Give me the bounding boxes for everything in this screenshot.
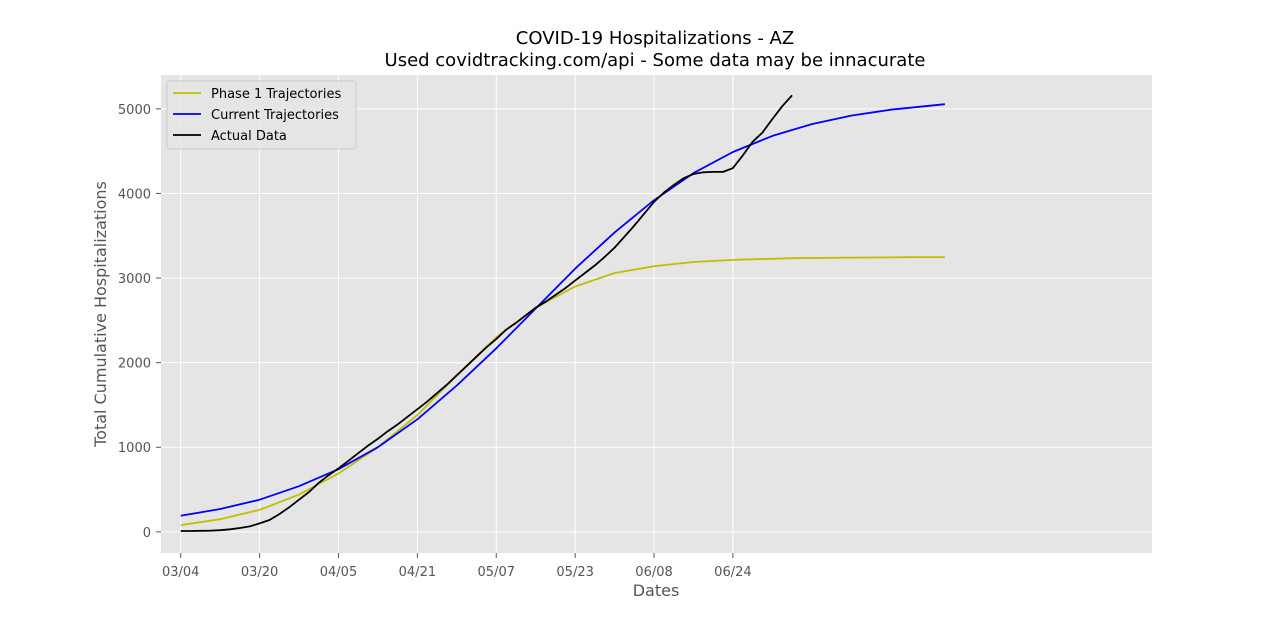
y-tick-label: 4000	[118, 187, 151, 202]
x-tick-label: 03/04	[162, 565, 199, 580]
x-tick-label: 04/05	[320, 565, 357, 580]
legend-item-phase-1-label: Phase 1 Trajectories	[211, 87, 341, 102]
legend-item-actual-label: Actual Data	[211, 129, 287, 144]
legend: Phase 1 Trajectories Current Trajectories…	[166, 80, 357, 150]
y-tick-label: 5000	[118, 103, 151, 118]
x-tick-label: 04/21	[399, 565, 436, 580]
legend-item-current-label: Current Trajectories	[211, 108, 339, 123]
y-tick-label: 0	[143, 526, 151, 541]
current-trajectory-line	[180, 103, 945, 517]
actual-data-line	[180, 94, 793, 532]
y-axis-label: Total Cumulative Hospitalizations	[91, 181, 110, 448]
legend-box	[166, 80, 357, 150]
x-tick-label: 05/07	[478, 565, 515, 580]
chart-title: COVID-19 Hospitalizations - AZ	[516, 28, 794, 49]
x-tick-label: 05/23	[556, 565, 593, 580]
y-tick-label: 2000	[118, 357, 151, 372]
x-axis-label: Dates	[633, 581, 680, 600]
chart-subtitle: Used covidtracking.com/api - Some data m…	[385, 50, 926, 71]
axis-ticks: 03/04 03/20 04/05 04/21 05/07 05/23 06/08 06/24…	[118, 103, 752, 580]
x-tick-label: 06/08	[635, 565, 672, 580]
y-tick-label: 3000	[118, 272, 151, 287]
x-tick-label: 03/20	[241, 565, 278, 580]
grid-lines	[161, 75, 1152, 553]
series-lines	[180, 94, 945, 532]
x-tick-label: 06/24	[714, 565, 751, 580]
plot-area	[161, 75, 1152, 553]
y-tick-label: 1000	[118, 441, 151, 456]
